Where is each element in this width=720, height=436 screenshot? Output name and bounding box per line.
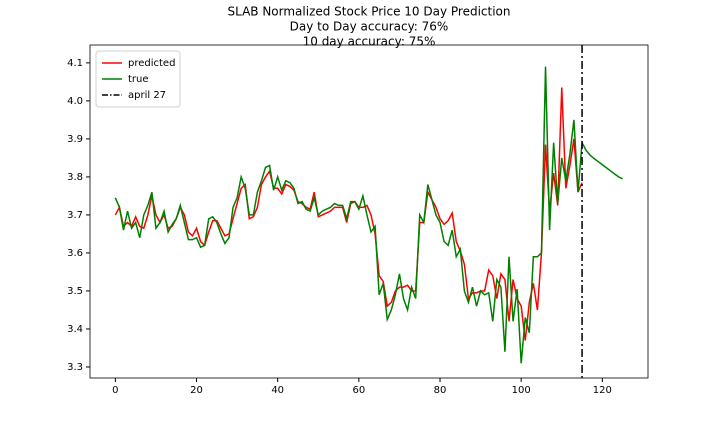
chart-subtitle: 10 day accuracy: 75% <box>303 35 436 49</box>
legend-label: true <box>128 74 149 85</box>
x-tick-label: 120 <box>593 385 612 396</box>
x-tick-label: 100 <box>512 385 531 396</box>
x-tick-label: 80 <box>434 385 447 396</box>
chart-title: SLAB Normalized Stock Price 10 Day Predi… <box>227 5 510 19</box>
y-tick-label: 4.1 <box>67 58 83 69</box>
x-tick-label: 0 <box>112 385 118 396</box>
plot-frame <box>89 44 649 379</box>
series-line <box>114 66 623 364</box>
legend-label: predicted <box>128 58 175 69</box>
y-tick-label: 3.7 <box>67 210 83 221</box>
y-tick-label: 3.4 <box>67 324 83 335</box>
x-tick-label: 20 <box>190 385 203 396</box>
legend-label: april 27 <box>128 90 166 101</box>
y-tick-label: 3.6 <box>67 248 83 259</box>
y-tick-label: 3.5 <box>67 286 83 297</box>
y-tick-label: 4.0 <box>67 96 83 107</box>
legend-box <box>95 50 181 108</box>
x-tick-label: 40 <box>271 385 284 396</box>
y-tick-label: 3.9 <box>67 134 83 145</box>
x-tick-label: 60 <box>352 385 365 396</box>
chart-subtitle: Day to Day accuracy: 76% <box>290 20 449 34</box>
y-tick-label: 3.8 <box>67 172 83 183</box>
y-tick-label: 3.3 <box>67 362 83 373</box>
